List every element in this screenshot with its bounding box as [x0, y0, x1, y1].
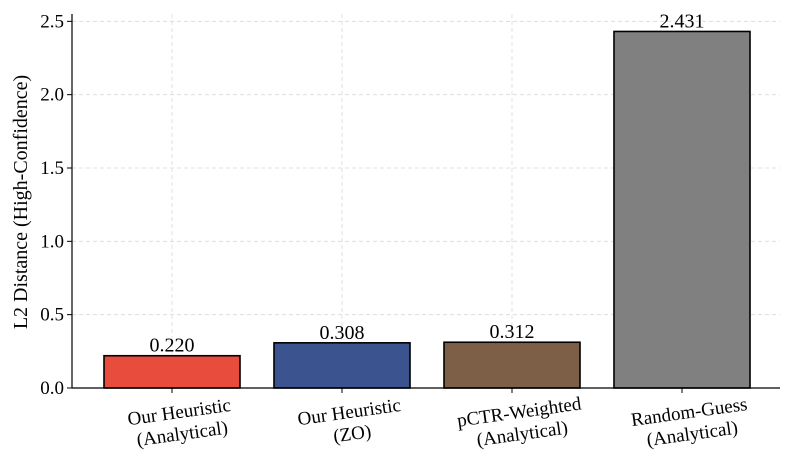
y-tick-label: 2.5 — [40, 11, 64, 32]
x-tick-label: Our Heuristic(Analytical) — [126, 395, 235, 452]
x-tick-label: Our Heuristic(ZO) — [296, 395, 405, 452]
x-tick-label: Random-Guess(Analytical) — [630, 394, 752, 453]
bar-value-label: 0.312 — [490, 321, 535, 343]
bar-value-label: 0.220 — [150, 335, 195, 357]
y-tick-label: 1.5 — [40, 158, 64, 179]
bars — [103, 30, 751, 389]
bar — [103, 354, 241, 389]
y-tick-label: 2.0 — [40, 85, 64, 106]
bar — [273, 342, 411, 389]
y-tick-label: 0.5 — [40, 305, 64, 326]
bar — [443, 341, 581, 389]
y-tick-label: 1.0 — [40, 231, 64, 252]
bar — [613, 30, 751, 389]
y-tick-label: 0.0 — [40, 378, 64, 399]
y-axis-label: L2 Distance (High-Confidence) — [10, 75, 32, 329]
bar-value-label: 2.431 — [660, 10, 705, 32]
x-tick-label: pCTR-Weighted(Analytical) — [456, 393, 586, 453]
axes — [67, 14, 780, 393]
bar-value-label: 0.308 — [320, 322, 365, 344]
